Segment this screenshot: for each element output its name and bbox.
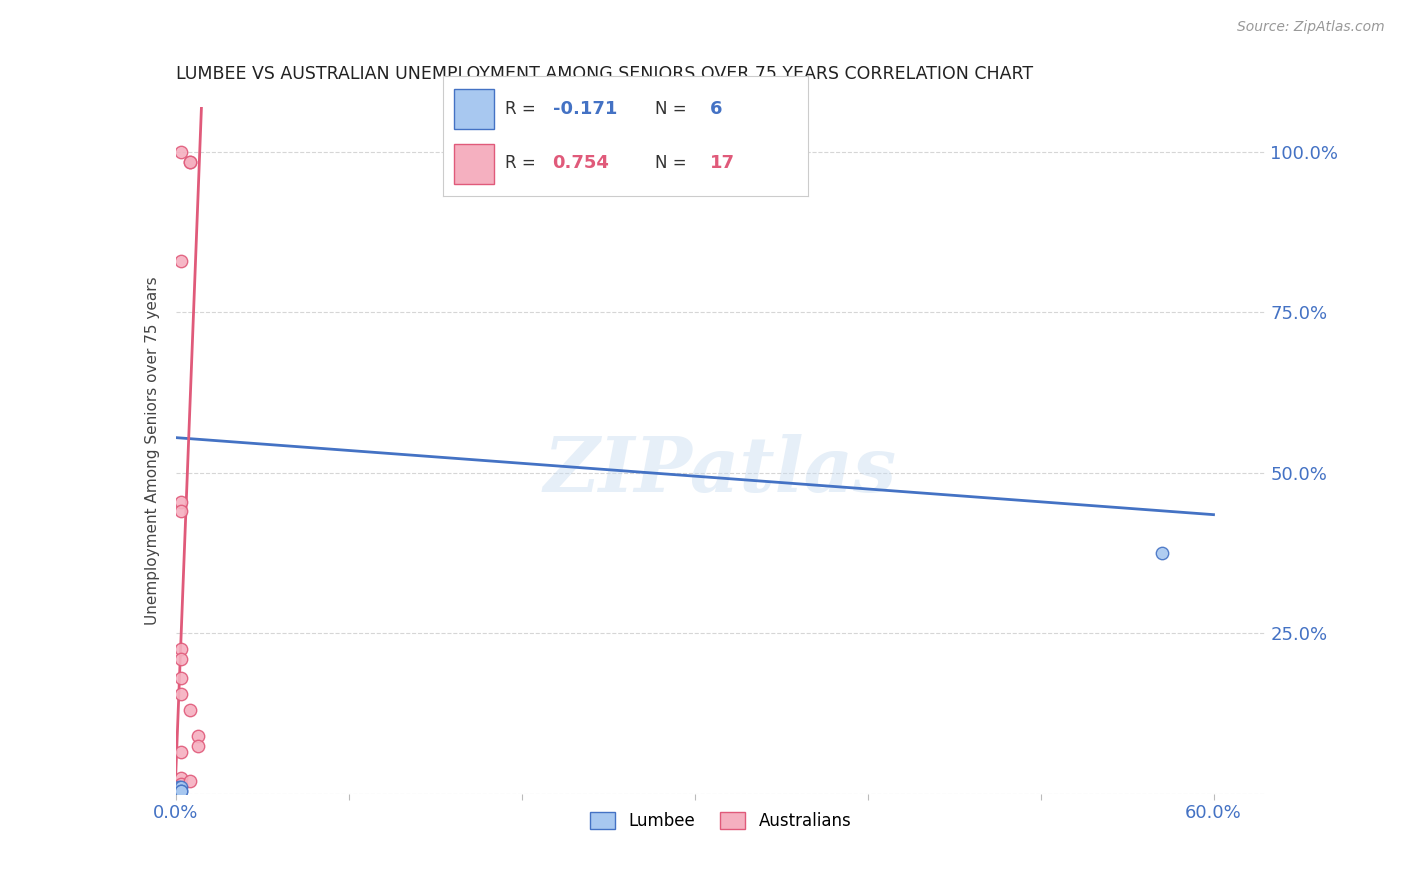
Point xyxy=(170,642,193,657)
Text: 0.754: 0.754 xyxy=(553,154,609,172)
Text: LUMBEE VS AUSTRALIAN UNEMPLOYMENT AMONG SENIORS OVER 75 YEARS CORRELATION CHART: LUMBEE VS AUSTRALIAN UNEMPLOYMENT AMONG … xyxy=(176,65,1033,83)
Point xyxy=(170,783,193,797)
Point xyxy=(179,154,201,169)
Point xyxy=(170,783,193,797)
Point xyxy=(170,671,193,685)
Y-axis label: Unemployment Among Seniors over 75 years: Unemployment Among Seniors over 75 years xyxy=(145,277,160,624)
Point xyxy=(170,145,193,159)
Text: ZIPatlas: ZIPatlas xyxy=(544,434,897,508)
Legend: Lumbee, Australians: Lumbee, Australians xyxy=(583,805,858,837)
FancyBboxPatch shape xyxy=(454,89,494,128)
Point xyxy=(170,745,193,759)
Point xyxy=(170,771,193,785)
Point xyxy=(187,739,209,753)
Point xyxy=(167,780,190,795)
Text: Source: ZipAtlas.com: Source: ZipAtlas.com xyxy=(1237,20,1385,34)
Point xyxy=(179,154,201,169)
Point xyxy=(170,777,193,791)
Text: N =: N = xyxy=(655,154,692,172)
Text: N =: N = xyxy=(655,100,692,118)
Point xyxy=(166,783,188,797)
Point xyxy=(170,504,193,518)
Point xyxy=(187,729,209,743)
Text: R =: R = xyxy=(505,100,541,118)
Point xyxy=(170,780,193,795)
Text: 17: 17 xyxy=(710,154,735,172)
Point xyxy=(179,774,201,789)
Point xyxy=(170,652,193,666)
Point xyxy=(179,703,201,717)
Text: 6: 6 xyxy=(710,100,723,118)
Point xyxy=(1150,546,1173,560)
Text: R =: R = xyxy=(505,154,541,172)
Point xyxy=(170,687,193,701)
Point xyxy=(170,254,193,268)
Text: -0.171: -0.171 xyxy=(553,100,617,118)
Point xyxy=(170,495,193,509)
FancyBboxPatch shape xyxy=(454,145,494,185)
